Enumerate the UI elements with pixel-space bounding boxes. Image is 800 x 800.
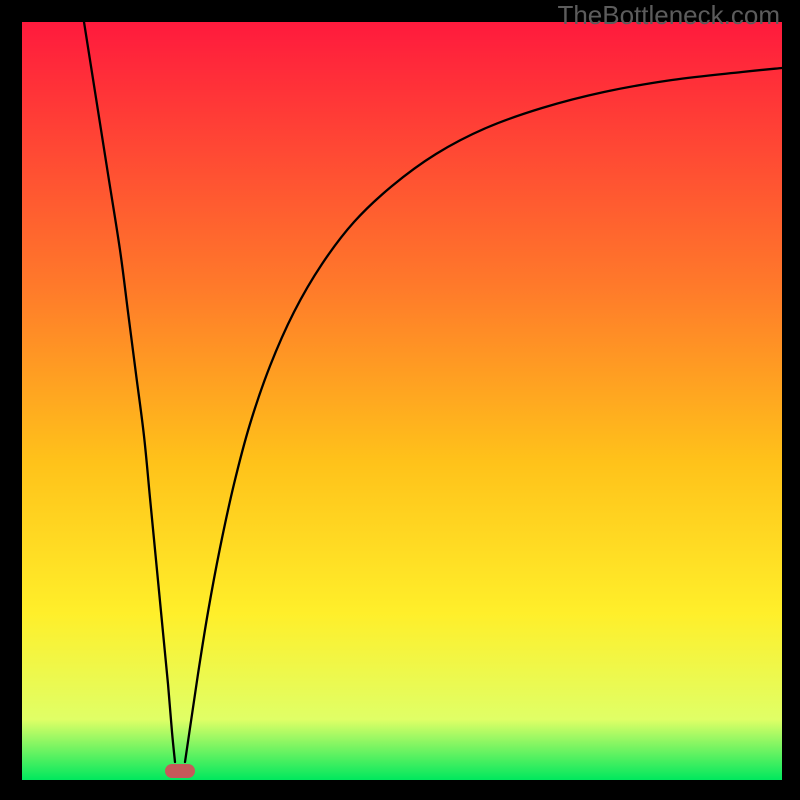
bottleneck-curve [22, 22, 782, 780]
optimal-point-marker [165, 764, 195, 778]
figure-canvas: TheBottleneck.com [0, 0, 800, 800]
